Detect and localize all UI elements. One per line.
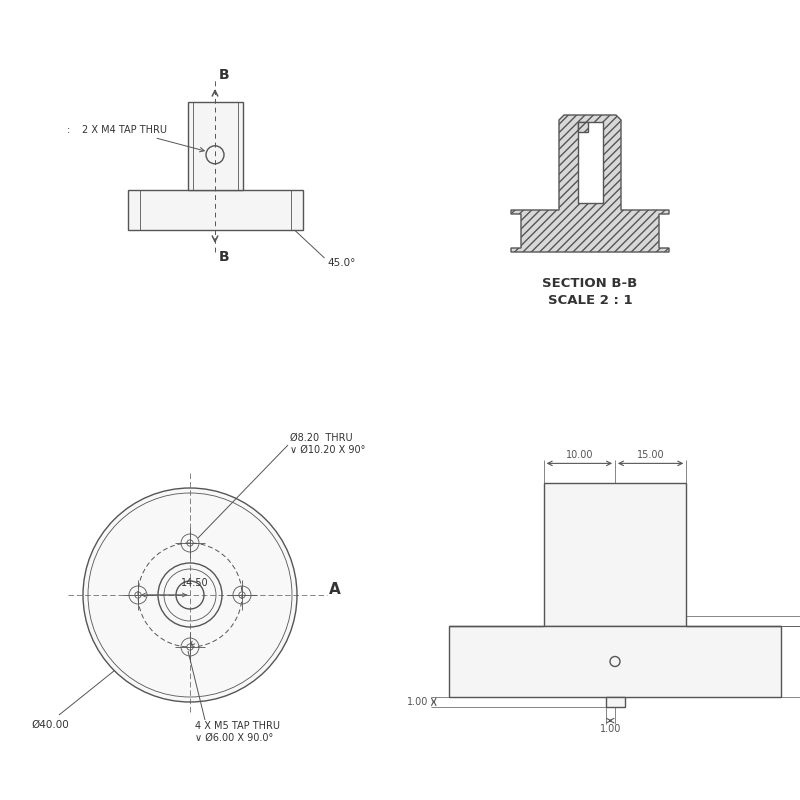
Text: 45.0°: 45.0° (327, 258, 356, 268)
Text: B: B (218, 68, 230, 82)
Polygon shape (544, 483, 686, 626)
Text: 10.00: 10.00 (566, 450, 593, 460)
Polygon shape (449, 626, 782, 697)
Text: SCALE 2 : 1: SCALE 2 : 1 (548, 294, 632, 307)
Text: 4 X M5 TAP THRU: 4 X M5 TAP THRU (195, 721, 280, 731)
Text: 15.00: 15.00 (637, 450, 665, 460)
Text: ∨ Ø10.20 X 90°: ∨ Ø10.20 X 90° (290, 445, 366, 455)
Text: 1.00: 1.00 (407, 697, 429, 707)
Polygon shape (187, 102, 242, 190)
Text: B: B (218, 250, 230, 264)
Text: Ø8.20  THRU: Ø8.20 THRU (290, 433, 353, 443)
Polygon shape (606, 697, 625, 706)
Text: 14.50: 14.50 (181, 578, 209, 588)
Text: SECTION B-B: SECTION B-B (542, 277, 638, 290)
Text: ∨ Ø6.00 X 90.0°: ∨ Ø6.00 X 90.0° (195, 733, 274, 743)
Text: A: A (329, 582, 341, 598)
Text: :: : (67, 125, 70, 134)
Text: 1.00: 1.00 (599, 724, 621, 734)
Polygon shape (578, 122, 587, 132)
Polygon shape (511, 115, 669, 252)
Text: Ø40.00: Ø40.00 (31, 720, 69, 730)
Polygon shape (578, 122, 602, 203)
Polygon shape (127, 190, 302, 230)
Text: 2 X M4 TAP THRU: 2 X M4 TAP THRU (82, 125, 204, 152)
Circle shape (83, 488, 297, 702)
